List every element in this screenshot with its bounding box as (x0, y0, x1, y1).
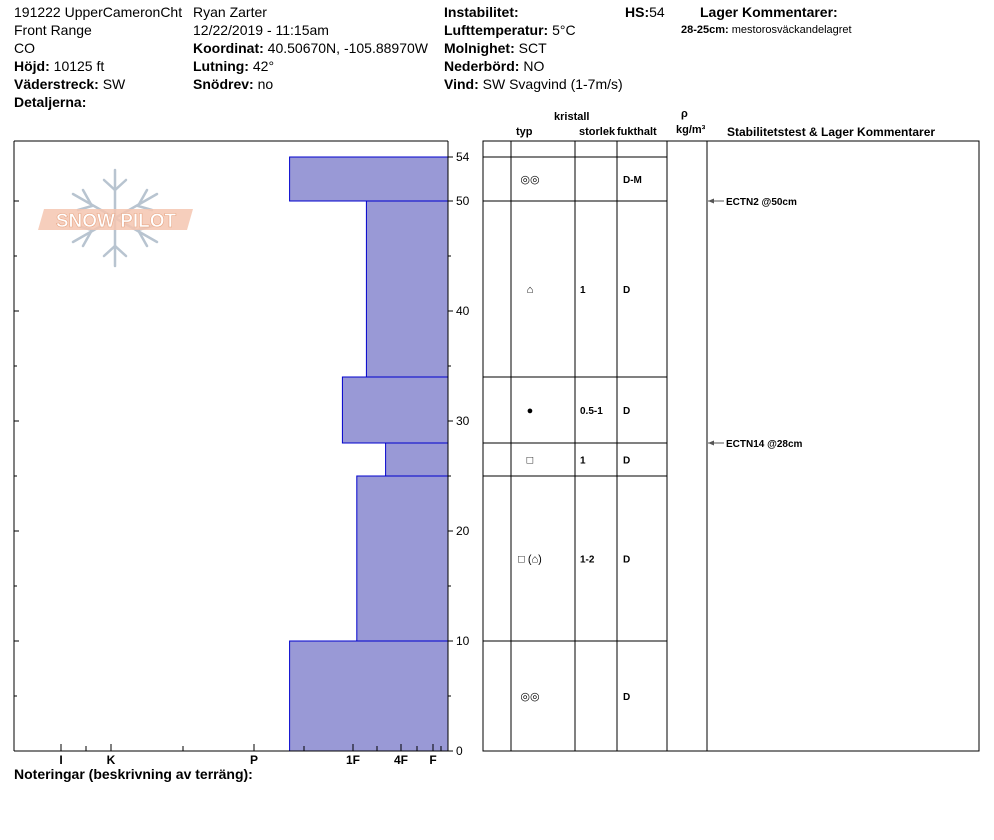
layer-comment-depth: 28-25cm: (681, 24, 729, 36)
moisture-header: fukthalt (617, 126, 657, 138)
density-unit-header: kg/m³ (676, 124, 706, 136)
y-tick-label: 30 (456, 414, 470, 428)
stability-arrow-head (708, 198, 714, 204)
grain-size: 1-2 (580, 555, 595, 566)
instability-label: Instabilitet: (444, 4, 519, 20)
hardness-bar (385, 442, 449, 477)
precip-label: Nederbörd: (444, 58, 520, 74)
grain-type-symbol: ⌂ (527, 284, 534, 296)
hardness-bar (289, 156, 449, 202)
y-tick-label: 20 (456, 524, 470, 538)
moisture: D (623, 285, 630, 296)
precipitation: Nederbörd: NO (444, 58, 544, 74)
x-tick-label: I (59, 753, 62, 767)
x-tick-label: P (250, 753, 258, 767)
rho-header: ρ (681, 108, 688, 120)
drift-value: no (257, 76, 274, 92)
stability-arrow-head (708, 440, 714, 446)
wind-drift: Snödrev: no (193, 76, 273, 92)
grain-type-symbol: ◎◎ (520, 174, 539, 186)
logo-text: SNOW PILOT (56, 211, 177, 232)
hs-value: 54 (649, 4, 665, 20)
x-tick-label: 1F (346, 753, 360, 767)
sky-value: SCT (518, 40, 547, 56)
logo-banner (38, 209, 193, 230)
wind: Vind: SW Svagvind (1-7m/s) (444, 76, 623, 92)
grain-type-symbol: ◎◎ (520, 691, 539, 703)
elevation-label: Höjd: (14, 58, 50, 74)
x-tick-label: F (429, 753, 436, 767)
moisture: D (623, 406, 630, 417)
elevation: Höjd: 10125 ft (14, 58, 104, 74)
y-tick-label: 50 (456, 194, 470, 208)
details-label: Detaljerna: (14, 94, 87, 110)
grain-type-symbol: □ (527, 455, 534, 467)
layer-comment: 28-25cm: mestorosväckandelagret (681, 24, 852, 37)
grain-size: 0.5-1 (580, 406, 603, 417)
y-tick-label: 10 (456, 634, 470, 648)
moisture: D-M (623, 175, 642, 186)
sky-label: Molnighet: (444, 40, 515, 56)
elevation-value: 10125 ft (53, 58, 105, 74)
country: CO (14, 40, 35, 56)
observer-name: Ryan Zarter (193, 4, 267, 20)
slope-label: Lutning: (193, 58, 249, 74)
grain-size: 1 (580, 285, 586, 296)
stability-test-label: ECTN14 @28cm (726, 439, 803, 450)
hardness-bar (365, 200, 449, 378)
wind-value: SW Svagvind (1-7m/s) (482, 76, 623, 92)
snowpilot-logo: SNOW PILOT (38, 168, 193, 268)
stability-test-label: ECTN2 @50cm (726, 197, 797, 208)
air-temp-value: 5°C (552, 22, 576, 38)
grain-size: 1 (580, 456, 586, 467)
region: Front Range (14, 22, 92, 38)
hs-label: HS: (625, 4, 650, 20)
moisture: D (623, 555, 630, 566)
snow-height: HS:54 (625, 4, 665, 20)
coord-label: Koordinat: (193, 40, 264, 56)
precip-value: NO (523, 58, 545, 74)
slope-value: 42° (252, 58, 275, 74)
hardness-bar (341, 376, 449, 444)
grain-type-symbol: ● (527, 405, 534, 417)
hardness-bar (289, 640, 449, 752)
coordinates: Koordinat: 40.50670N, -105.88970W (193, 40, 428, 56)
moisture: D (623, 692, 630, 703)
aspect-label: Väderstreck: (14, 76, 99, 92)
slope: Lutning: 42° (193, 58, 274, 74)
wind-label: Vind: (444, 76, 479, 92)
grain-type-symbol: □ (⌂) (518, 554, 542, 566)
y-tick-label: 54 (456, 150, 470, 164)
x-tick-label: 4F (394, 753, 408, 767)
layer-table-frame (482, 140, 980, 752)
air-temp-label: Lufttemperatur: (444, 22, 549, 38)
y-tick-label: 0 (456, 744, 463, 758)
profile-id: 191222 UpperCameronCht (14, 4, 183, 20)
y-tick-label: 40 (456, 304, 470, 318)
crystal-header: kristall (554, 111, 590, 123)
aspect: Väderstreck: SW (14, 76, 125, 92)
aspect-value: SW (102, 76, 126, 92)
moisture: D (623, 456, 630, 467)
x-tick-label: K (107, 753, 116, 767)
size-header: storlek (579, 126, 616, 138)
layer-comment-text: mestorosväckandelagret (731, 24, 852, 36)
layer-comments-label: Lager Kommentarer: (700, 4, 838, 20)
notes-label: Noteringar (beskrivning av terräng): (14, 766, 253, 782)
date-time: 12/22/2019 - 11:15am (193, 22, 329, 38)
stability-header: Stabilitetstest & Lager Kommentarer (727, 125, 936, 139)
coord-value: 40.50670N, -105.88970W (267, 40, 428, 56)
hardness-bar (356, 475, 449, 642)
type-header: typ (516, 126, 533, 138)
sky: Molnighet: SCT (444, 40, 547, 56)
air-temp: Lufttemperatur: 5°C (444, 22, 576, 38)
drift-label: Snödrev: (193, 76, 254, 92)
